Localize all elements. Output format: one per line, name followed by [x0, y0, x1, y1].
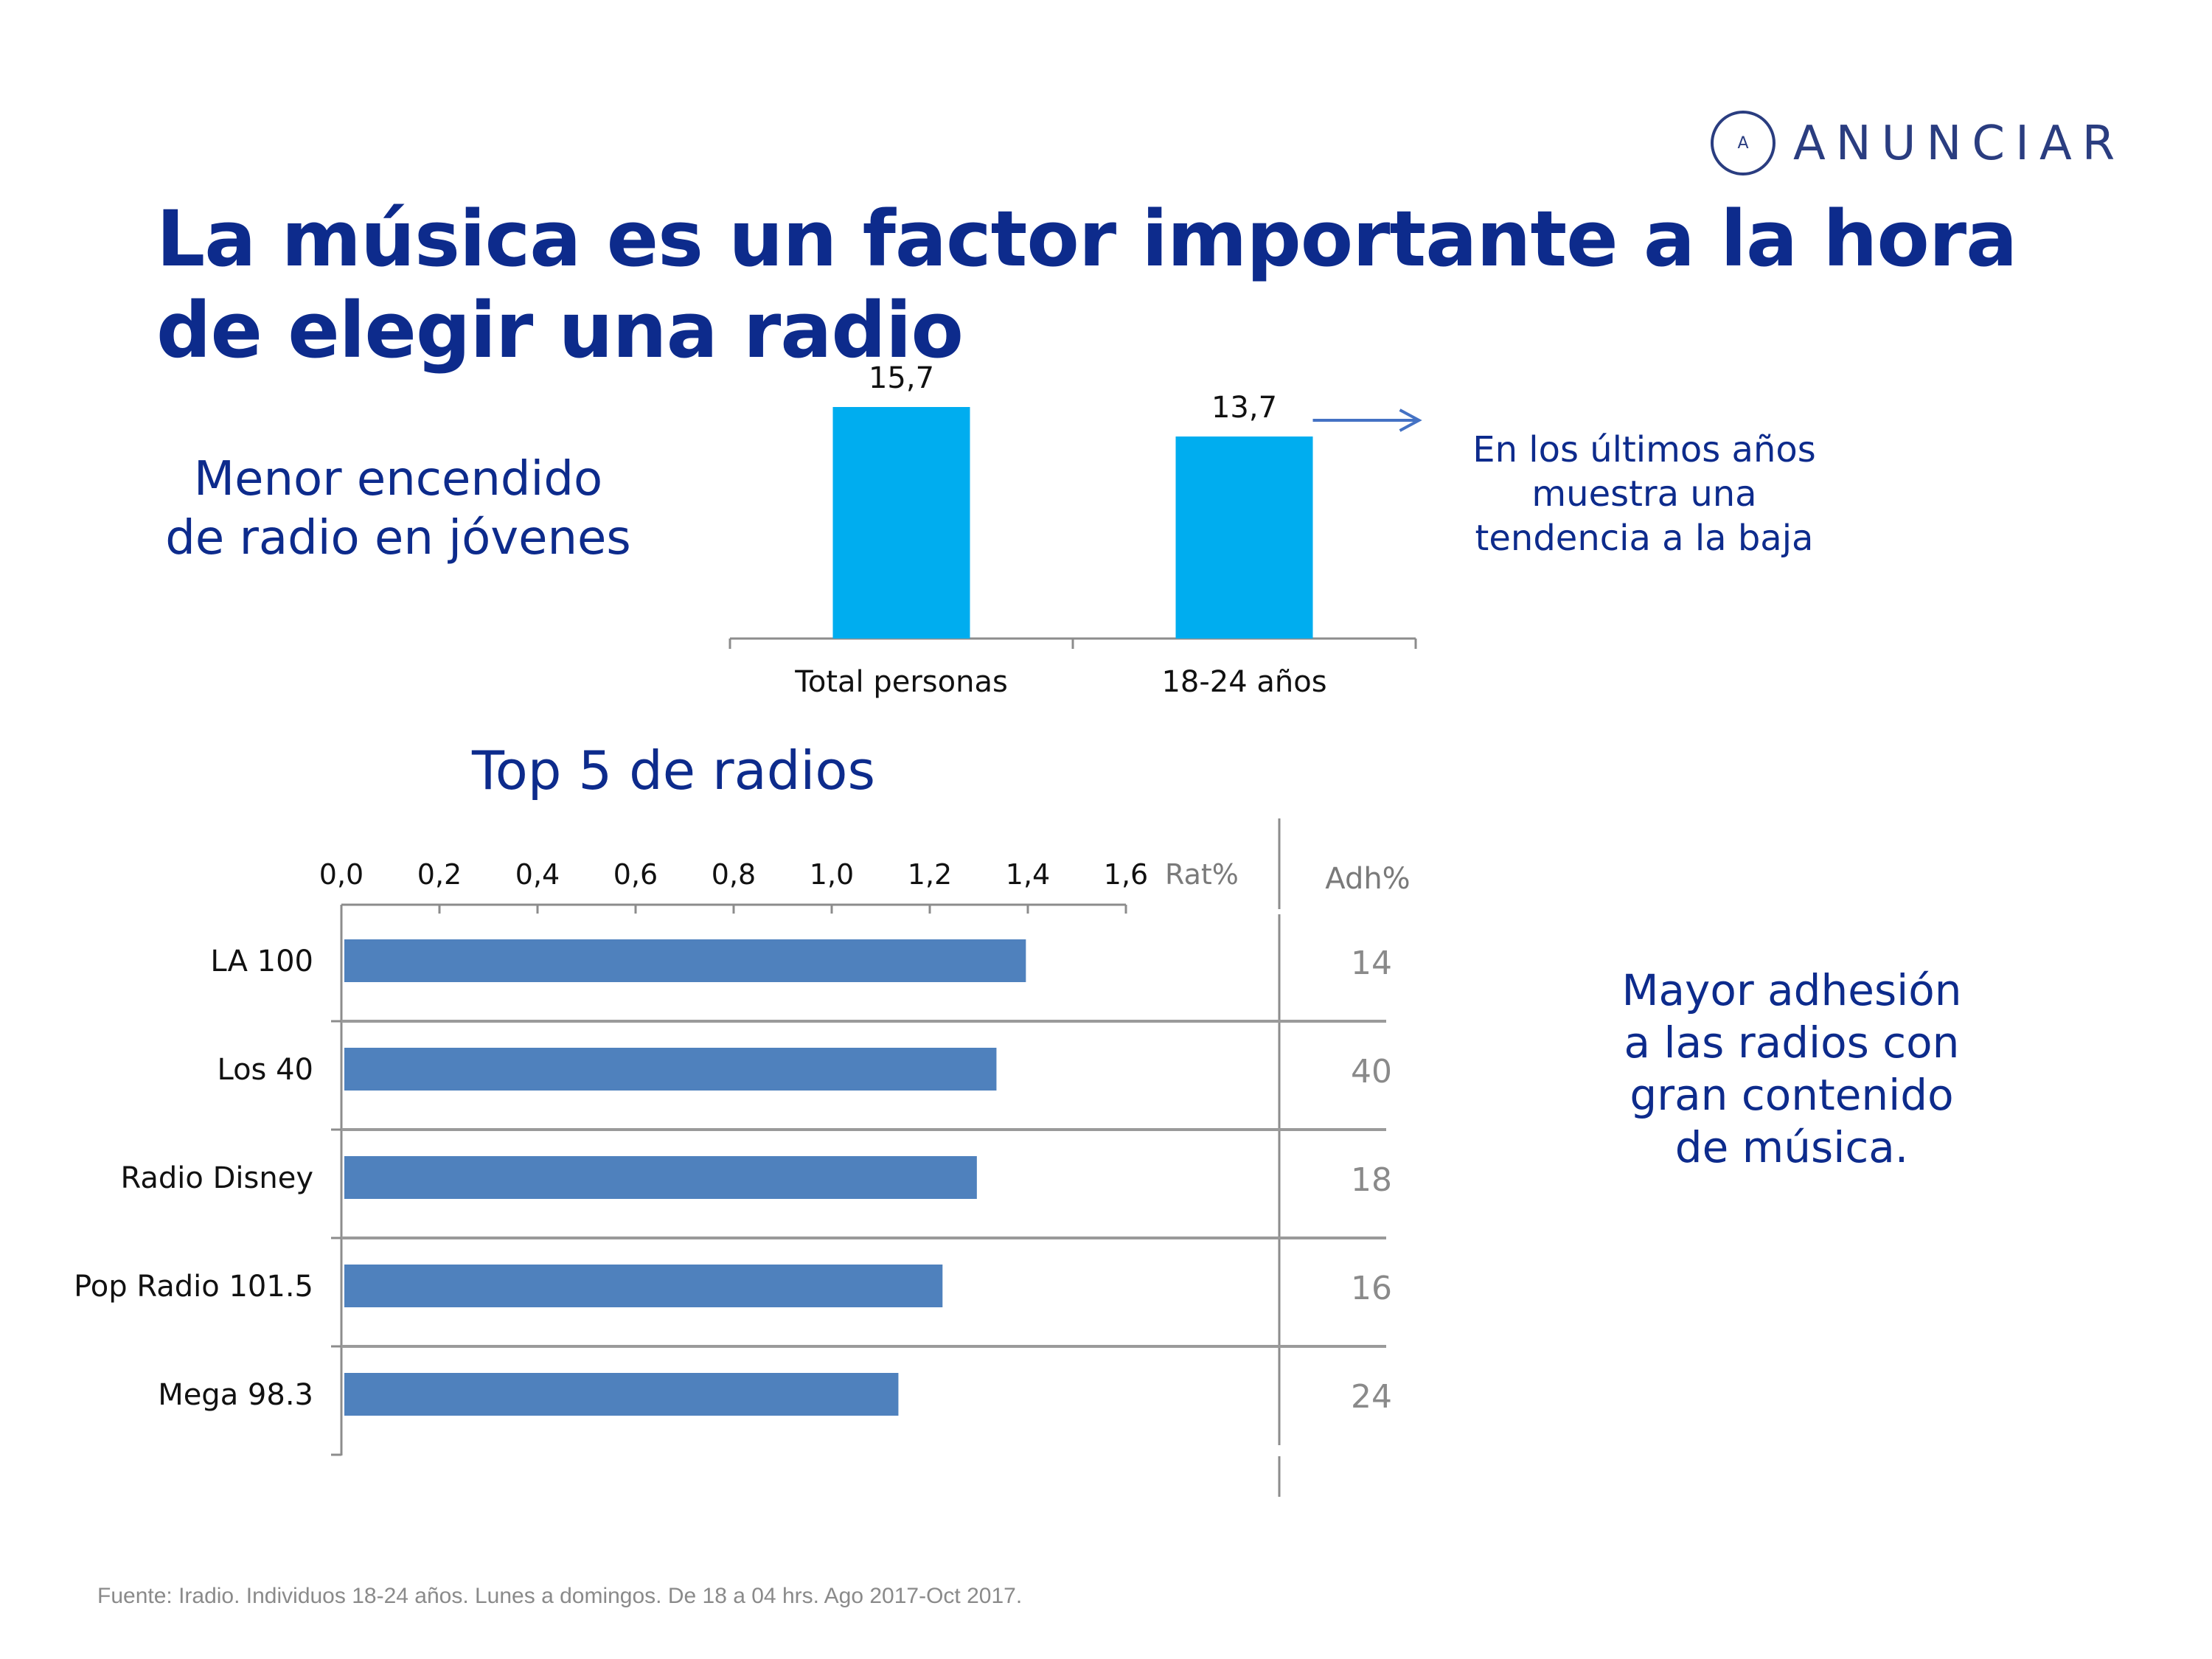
- category-label: 18-24 años: [1161, 665, 1326, 699]
- data-label: 15,7: [869, 361, 934, 395]
- x-tick-label: 0,8: [712, 858, 756, 891]
- logo-mark-icon: A: [1711, 111, 1775, 175]
- adh-value: 40: [1351, 1053, 1392, 1091]
- callout-trend: En los últimos años muestra una tendenci…: [1472, 429, 1816, 559]
- brand-logo: A ANUNCIAR: [1711, 111, 2124, 184]
- data-label: 13,7: [1211, 391, 1277, 425]
- adh-value: 14: [1351, 945, 1392, 982]
- column-chart-encendido: 15,7 Total personas 13,7 18-24 años: [728, 361, 1422, 699]
- column-bar: [1175, 437, 1313, 639]
- category-label: Total personas: [794, 665, 1008, 699]
- radio-bar: [344, 1373, 899, 1416]
- page-title: La música es un factor importante a la h…: [156, 194, 2017, 375]
- radio-label: Los 40: [217, 1053, 313, 1087]
- x-tick-label: 1,2: [908, 858, 952, 891]
- radio-bar: [344, 1048, 997, 1091]
- radio-bar: [344, 1265, 943, 1307]
- radio-label: LA 100: [210, 945, 313, 978]
- radio-label: Mega 98.3: [158, 1378, 313, 1412]
- adh-value: 18: [1351, 1161, 1392, 1199]
- radio-bar: [344, 1156, 977, 1199]
- adh-value: 24: [1351, 1378, 1392, 1416]
- radio-label: Radio Disney: [120, 1161, 313, 1195]
- radio-label: Pop Radio 101.5: [74, 1270, 313, 1304]
- x-tick-label: 1,4: [1006, 858, 1050, 891]
- x-tick-label: 1,0: [810, 858, 854, 891]
- x-tick-label: 0,0: [319, 858, 364, 891]
- column-bar: [832, 407, 970, 639]
- trend-arrow-icon: [1399, 408, 1422, 432]
- adh-value: 16: [1351, 1270, 1392, 1307]
- x-tick-label: 0,2: [417, 858, 462, 891]
- x-tick-label: 1,6: [1104, 858, 1148, 891]
- x-tick-label: 0,4: [515, 858, 560, 891]
- section-title-top5: Top 5 de radios: [472, 740, 875, 801]
- radio-bar: [344, 939, 1026, 982]
- logo-wordmark: ANUNCIAR: [1793, 116, 2126, 171]
- callout-high-adhesion: Mayor adhesión a las radios con gran con…: [1621, 965, 1962, 1172]
- x-tick-label: 0,6: [613, 858, 658, 891]
- bar-chart-top5-radios: 0,0 0,2 0,4 0,6 0,8 1,0 1,2 1,4 1,6 Rat% Adh% LA 10…: [74, 818, 1411, 1497]
- callout-low-usage: Menor encendido de radio en jóvenes: [165, 452, 631, 566]
- source-footnote: Fuente: Iradio. Individuos 18-24 años. L…: [97, 1584, 1023, 1608]
- adh-column-header: Adh%: [1325, 862, 1410, 896]
- x-axis-title: Rat%: [1165, 858, 1239, 891]
